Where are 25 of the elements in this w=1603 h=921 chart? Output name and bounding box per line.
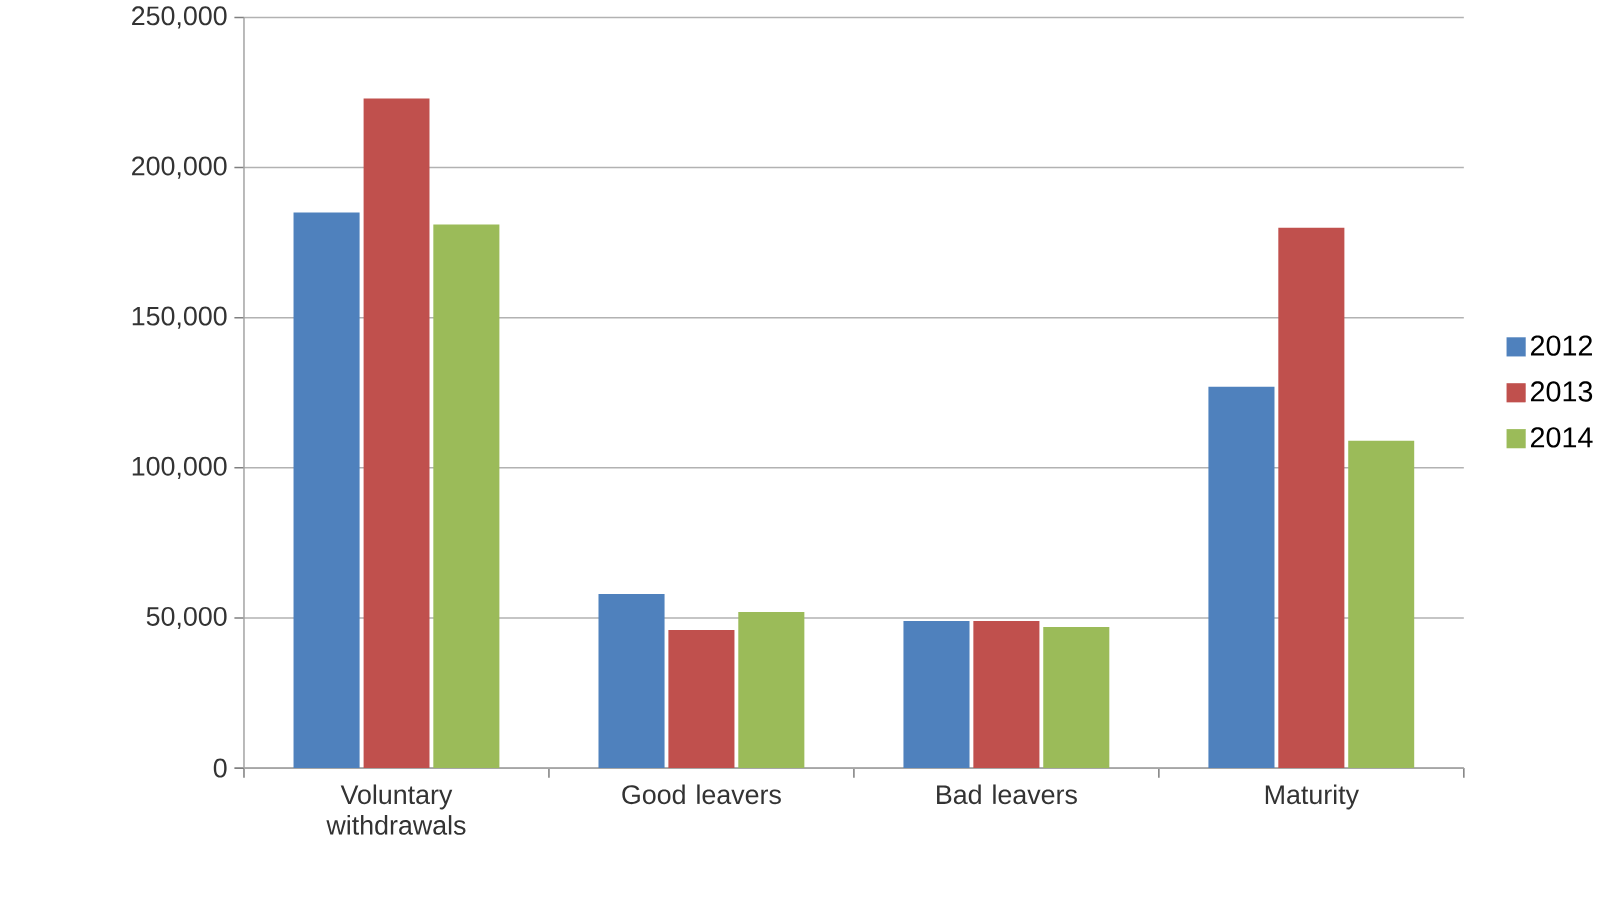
y-tick-label: 100,000 — [132, 456, 227, 479]
bar — [1208, 386, 1275, 768]
y-tick-label: 150,000 — [132, 306, 227, 329]
bar — [293, 212, 360, 768]
bar — [668, 629, 735, 768]
x-tick-label: Voluntary withdrawals — [326, 784, 466, 835]
legend-label: 2013 — [1530, 381, 1593, 402]
bar — [1043, 626, 1110, 768]
y-tick-label: 0 — [213, 758, 227, 778]
y-tick-label: 50,000 — [146, 606, 227, 629]
bar — [1348, 440, 1415, 768]
x-tick-label: Bad leavers — [937, 784, 1077, 805]
y-tick-label: 250,000 — [132, 6, 227, 29]
bar — [973, 620, 1040, 768]
y-tick-label: 200,000 — [132, 156, 227, 179]
legend-label: 2014 — [1530, 427, 1593, 448]
bar — [903, 620, 970, 768]
x-tick-label: Maturity — [1265, 784, 1359, 810]
bar — [363, 98, 430, 768]
bar — [598, 593, 665, 768]
x-tick-label: Good leavers — [622, 784, 781, 805]
bar — [433, 224, 500, 768]
bar — [1278, 227, 1345, 768]
bar — [738, 611, 805, 768]
legend-label: 2012 — [1530, 335, 1592, 356]
